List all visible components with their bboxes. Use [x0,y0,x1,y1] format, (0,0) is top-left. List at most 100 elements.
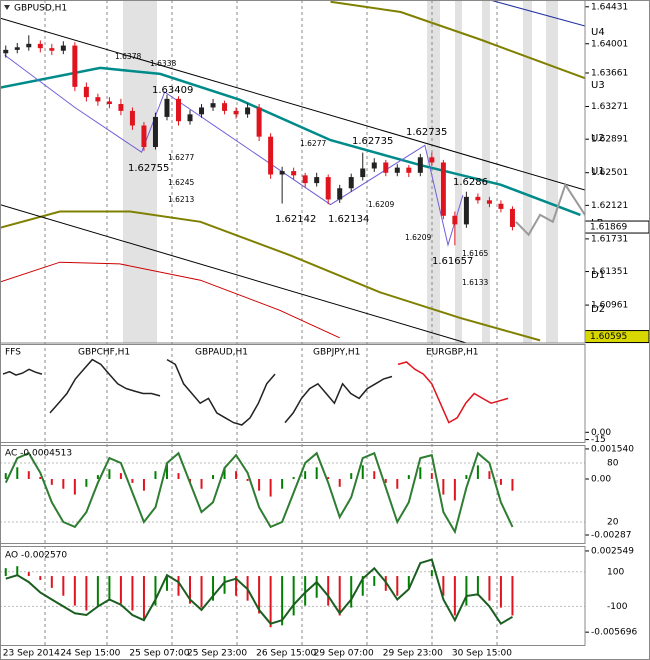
x-tick-label: 29 Sep 07:00 [314,649,374,659]
y-tick-label: 0.001540 [591,444,634,454]
candle-body [406,167,412,173]
session-bands [123,0,558,343]
level-annotation: 1.6209 [368,200,394,209]
symbol-name: GBPCHF,H1 [78,348,130,358]
y-tick-label: 1.61731 [591,234,628,244]
y-tick-label: 1.62891 [591,135,628,145]
candle-body [279,171,285,175]
candle-body [141,125,147,147]
x-tick-label: 25 Sep 07:00 [129,649,189,659]
menu-arrow[interactable] [4,5,10,10]
candle-body [72,45,78,87]
candle-body [302,175,308,184]
price-annotation: 1.62735 [352,136,393,147]
candle-body [486,200,492,204]
price-annotation: 1.6286 [453,177,488,188]
candle-body [498,203,504,209]
session-band [123,0,157,343]
session-band [455,0,462,343]
symbol-line [166,358,276,426]
price-annotation: 1.62142 [275,214,316,225]
x-tick-label: 30 Sep 15:00 [452,649,512,659]
candle-body [152,116,158,147]
symbol-name: FFS [5,348,21,358]
symbol-line [397,361,509,424]
y-tick-label: 1.61351 [591,267,628,277]
price-annotation: 1.62134 [328,214,369,225]
axes: 1.64431 1.64001 1.63661 1.63271 1.62891 1.625… [3,2,650,659]
candle-body [222,103,228,111]
level-annotation: 1.6209 [405,233,431,242]
candle-body [475,196,481,201]
symbol-line [49,358,161,414]
level-annotation: 1.6277 [168,153,194,162]
level-label: U1 [591,166,605,177]
symbol-line [2,368,43,376]
candle-body [429,157,435,163]
trend-line [489,0,586,27]
symbols-pane: FFS GBPCHF,H1 GBPAUD,H1 GBPJPY,H1 EURGBP,H1 [2,348,509,426]
session-band [546,0,558,343]
level-label: D1 [591,270,605,281]
y-tick-label: -15 [591,435,606,445]
symbol-line [284,375,393,424]
candle-body [348,177,354,189]
y-tick-label: -0.005696 [591,628,637,638]
chart-title: GBPUSD,H1 [14,4,67,14]
price-annotation: 1.63409 [152,85,193,96]
symbol-name: GBPJPY,H1 [313,348,360,358]
candle-body [210,103,216,108]
y2-tick-label: 20 [607,517,619,527]
candle-body [245,107,251,115]
indicator-line [0,66,581,217]
y-tick-label: 1.62501 [591,168,628,178]
y2-tick-label: 80 [607,459,619,469]
candle-body [509,208,515,227]
y2-tick-label: 100 [607,567,624,577]
candle-body [325,177,331,200]
candle-body [37,43,43,49]
session-band [482,0,490,343]
main-pane: 1.63409 1.62755 1.62735 1.62735 1.62142 1.621… [0,0,585,343]
indicator-line [0,210,541,342]
indicator-line [0,261,340,339]
candle-body [60,45,66,51]
indicator-line [4,54,464,247]
price-box-label: 1.60595 [590,332,627,342]
candle-body [164,98,170,117]
x-tick-label: 26 Sep 15:00 [256,649,316,659]
y-tick-label: 1.64431 [591,2,628,12]
candle-body [83,86,89,98]
y-tick-label: 1.63271 [591,102,628,112]
level-annotation: 1.6213 [168,195,194,204]
indicator-line [0,204,469,343]
indicator-line [0,17,585,191]
price-annotation: 1.62735 [406,127,447,138]
x-tick-label: 25 Sep 23:00 [187,649,247,659]
y-tick-label: 0.002549 [591,546,634,556]
price-annotation: 1.62755 [128,163,169,174]
x-tick-label: 29 Sep 23:00 [383,649,443,659]
y-tick-label: 1.60961 [591,301,628,311]
candle-body [233,110,239,115]
candle-body [337,188,343,200]
level-label: U4 [591,27,605,38]
ac-pane [0,451,585,535]
level-annotation: 1.6245 [168,178,194,187]
session-band [427,0,440,343]
candle-body [383,162,389,173]
indicator-line [515,182,585,237]
candle-body [199,107,205,115]
candle-body [26,43,32,48]
x-tick-label: 23 Sep 2014 [3,649,60,659]
y-tick-label: 1.62121 [591,201,628,211]
level-annotation: 1.6378 [115,52,141,61]
candle-body [314,177,320,184]
candle-body [291,171,297,176]
session-band [523,0,532,343]
symbol-name: GBPAUD,H1 [195,348,248,358]
candle-body [360,168,366,178]
candle-body [175,98,181,122]
